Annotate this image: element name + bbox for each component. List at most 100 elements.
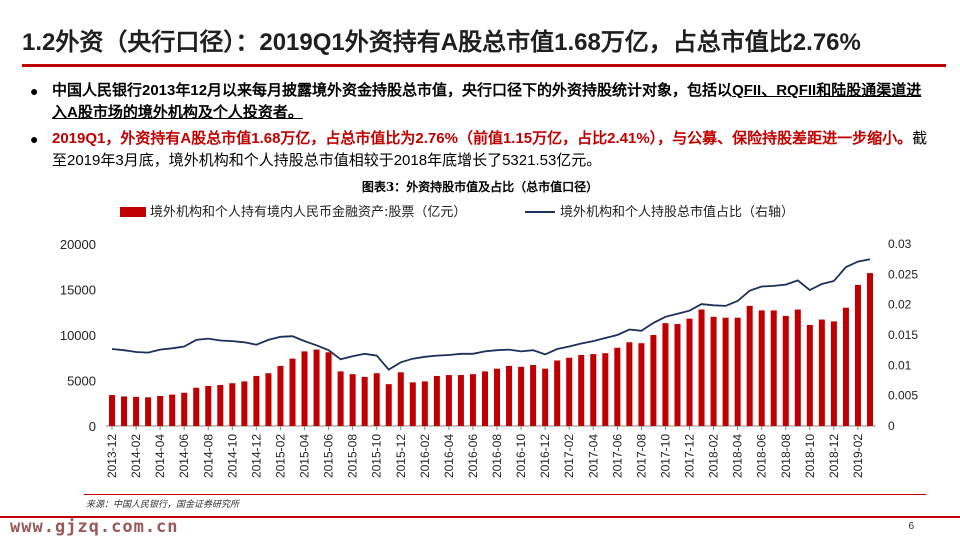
source-note: 来源：中国人民银行，国金证券研究所 [86,500,240,510]
bar [542,368,549,426]
x-tick-label: 2018-06 [755,434,769,478]
bar [133,396,140,426]
title-underline [22,64,946,67]
bullet-1-underlined-text: QFII、RQFII和陆股通渠道进入A股市场的境外机构及个人投资者。 [52,82,922,121]
bar [614,347,621,426]
bar [506,365,513,426]
bar [782,315,789,426]
bar [397,372,404,426]
bar [830,321,837,426]
legend-bar-label: 境外机构和个人持有境内人民币金融资产:股票（亿元） [150,204,466,220]
x-tick-label: 2013-12 [105,434,119,478]
x-tick-label: 2017-12 [683,434,697,478]
bar [205,385,212,426]
bar [686,318,693,426]
share-line [111,258,871,371]
bullet-dot-icon: ● [30,131,39,147]
bar [626,342,633,426]
bar [554,360,561,426]
x-tick-label: 2014-08 [201,434,215,478]
x-tick-label: 2016-10 [514,434,528,478]
source-divider [84,494,926,495]
bar [301,351,308,426]
bar [722,317,729,426]
bar [590,354,597,426]
x-tick-label: 2014-12 [249,434,263,478]
page-number: 6 [908,521,914,532]
bar [193,387,200,426]
footer-divider [0,516,960,518]
bar [373,373,380,426]
x-tick-label: 2015-06 [322,434,336,478]
legend-line-label: 境外机构和个人持股总市值占比（右轴） [560,204,794,220]
bar [421,381,428,426]
bar [710,316,717,426]
bar [121,396,128,426]
bar [854,284,861,426]
bar [566,357,573,426]
slide-title: 1.2外资（央行口径）：2019Q1外资持有A股总市值1.68万亿，占总市值比2… [22,29,861,56]
bar [181,392,188,426]
bar [157,395,164,426]
bar [313,349,320,426]
y-right-tick-label: 0.02 [888,298,912,312]
bar [674,324,681,426]
combo-chart: 境外机构和个人持有境内人民币金融资产:股票（亿元） 境外机构和个人持股总市值占比（… [60,204,919,478]
y-right-tick-label: 0 [888,419,895,433]
bar [866,273,873,426]
bar [361,376,368,426]
bar [530,365,537,426]
bullet-item-1: ● 中国人民银行2013年12月以来每月披露境外资金持股总市值，央行口径下的外资… [30,80,935,124]
x-tick-label: 2018-12 [827,434,841,478]
bar [409,382,416,426]
bar [277,365,284,426]
x-tick-label: 2018-04 [731,434,745,478]
x-tick-label: 2017-02 [562,434,576,478]
bar [842,307,849,426]
bar [325,352,332,426]
x-tick-label: 2014-06 [177,434,191,478]
bar [746,305,753,426]
x-tick-label: 2014-02 [129,434,143,478]
bar [349,374,356,426]
bar [734,317,741,426]
bullet-item-2: ● 2019Q1，外资持有A股总市值1.68万亿，占总市值比为2.76%（前值1… [30,128,935,172]
y-right-tick-label: 0.03 [888,237,912,251]
x-tick-label: 2016-06 [466,434,480,478]
y-left-tick-label: 20000 [60,237,96,252]
x-tick-label: 2016-02 [418,434,432,478]
x-tick-label: 2016-04 [442,434,456,478]
bar [385,384,392,426]
y-right-tick-label: 0.025 [888,267,918,281]
watermark-logo: www.gjzq.com.cn [10,517,179,537]
bullet-1-text: 中国人民银行2013年12月以来每月披露境外资金持股总市值，央行口径下的外资持股… [52,82,733,99]
x-tick-label: 2015-04 [298,434,312,478]
bullet-2-highlight-text: 2019Q1，外资持有A股总市值1.68万亿，占总市值比为2.76%（前值1.1… [52,130,913,147]
bullet-dot-icon: ● [30,83,39,99]
x-tick-label: 2015-08 [346,434,360,478]
x-tick-label: 2014-04 [153,434,167,478]
bar [457,375,464,426]
bullet-2-text: 截至2019年3月底，境外机构和个人持股总市值相较于2018年底增长了5321.… [52,130,928,169]
bar [289,358,296,426]
bar [518,366,525,426]
x-tick-label: 2018-02 [707,434,721,478]
bar [265,373,272,426]
x-tick-label: 2015-02 [273,434,287,478]
x-tick-label: 2017-08 [634,434,648,478]
bar [241,381,248,426]
y-left-tick-label: 5000 [67,374,96,389]
bullet-list: ● 中国人民银行2013年12月以来每月披露境外资金持股总市值，央行口径下的外资… [30,80,935,176]
bar [758,310,765,426]
bar [217,385,224,426]
x-tick-label: 2016-12 [538,434,552,478]
x-tick-label: 2019-02 [851,434,865,478]
x-tick-label: 2017-06 [610,434,624,478]
y-right-tick-label: 0.01 [888,358,912,372]
bar [650,335,657,426]
bar [337,371,344,426]
bar [698,309,705,426]
bar [445,375,452,426]
bar [145,397,152,426]
bar [469,374,476,426]
